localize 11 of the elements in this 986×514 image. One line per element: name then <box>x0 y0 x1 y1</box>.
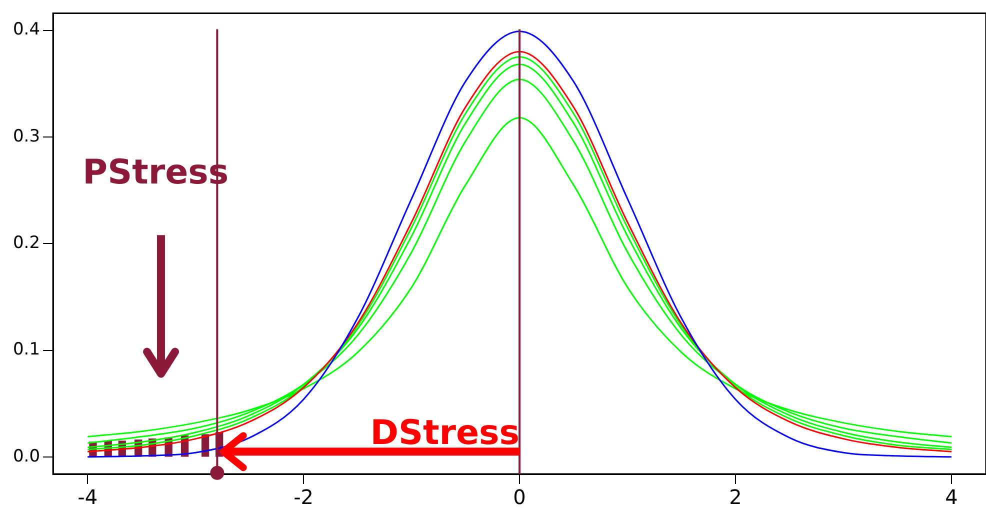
annotation: DStress <box>370 413 520 454</box>
y-tick-label: 0.2 <box>12 233 40 254</box>
y-tick-label: 0.3 <box>12 126 40 146</box>
y-tick-label: 0.1 <box>12 340 40 360</box>
y-tick-label: 0.4 <box>12 20 40 40</box>
x-tick-label: -2 <box>294 485 314 510</box>
y-tick-label: 0.0 <box>12 446 40 466</box>
x-tick-label: 0 <box>513 485 526 510</box>
x-tick-label: -4 <box>78 485 98 510</box>
x-tick-label: 4 <box>945 485 958 510</box>
x-tick-label: 2 <box>729 485 742 510</box>
